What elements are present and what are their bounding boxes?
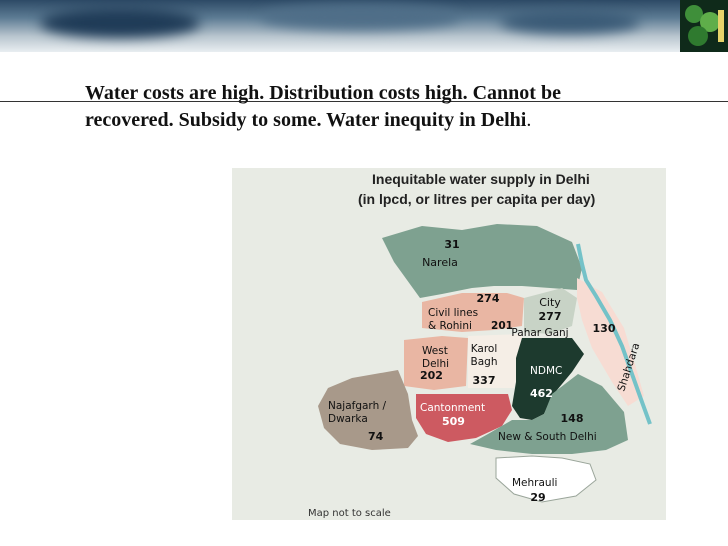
label-west-delhi-line1: West — [422, 345, 448, 357]
label-karol-bagh-line2: Bagh — [471, 356, 498, 368]
value-city: 277 — [539, 310, 562, 323]
label-city: City — [539, 296, 561, 309]
region-ndmc — [512, 338, 584, 420]
region-najafgarh-dwarka — [318, 370, 418, 450]
leaf-logo-icon — [685, 5, 724, 46]
label-civil-lines-line2: & Rohini — [428, 320, 472, 332]
delhi-water-supply-map: Inequitable water supply in Delhi (in lp… — [232, 168, 666, 520]
map-svg: Inequitable water supply in Delhi (in lp… — [232, 168, 666, 520]
label-ndmc: NDMC — [530, 365, 562, 377]
banner-texture — [500, 10, 640, 34]
region-city — [524, 288, 577, 334]
label-najafgarh-line1: Najafgarh / — [328, 400, 387, 412]
value-new-south-delhi: 148 — [561, 412, 584, 425]
label-cantonment: Cantonment — [420, 402, 485, 414]
region-cantonment — [416, 394, 512, 442]
header-banner — [0, 0, 728, 52]
value-cantonment: 509 — [442, 415, 465, 428]
value-karol-bagh: 337 — [473, 374, 496, 387]
banner-texture — [260, 4, 460, 30]
label-najafgarh-line2: Dwarka — [328, 413, 368, 425]
map-heading-line1: Inequitable water supply in Delhi — [372, 171, 590, 187]
region-mehrauli — [495, 455, 597, 503]
region-karol-bagh — [468, 334, 522, 388]
map-heading-line2: (in lpcd, or litres per capita per day) — [358, 191, 595, 207]
region-civil-lines-rohini — [422, 293, 524, 332]
region-shahdara — [577, 278, 644, 406]
value-west-delhi: 202 — [420, 369, 443, 382]
region-new-south-delhi — [470, 374, 628, 454]
value-mehrauli: 29 — [530, 491, 545, 504]
banner-texture — [40, 8, 200, 38]
label-civil-lines-line1: Civil lines — [428, 307, 478, 319]
label-pahar-ganj: Pahar Ganj — [511, 327, 568, 339]
value-najafgarh-dwarka: 74 — [368, 430, 384, 443]
label-narela: Narela — [422, 256, 458, 269]
corner-logo — [680, 0, 728, 52]
yamuna-river — [576, 243, 652, 425]
region-west-delhi — [404, 336, 468, 390]
map-footnote: Map not to scale — [308, 508, 391, 519]
label-mehrauli: Mehrauli — [512, 477, 557, 489]
title-divider — [0, 101, 728, 102]
value-narela: 31 — [444, 238, 459, 251]
label-karol-bagh-line1: Karol — [471, 343, 498, 355]
slide-title: Water costs are high. Distribution costs… — [85, 82, 561, 131]
value-shahdara: 130 — [593, 322, 616, 335]
value-ndmc: 462 — [530, 387, 553, 400]
label-west-delhi-line2: Delhi — [422, 358, 449, 370]
value-pahar-ganj: 201 — [491, 320, 513, 332]
value-civil-lines: 274 — [477, 292, 500, 305]
region-narela — [382, 224, 582, 298]
label-new-south-delhi: New & South Delhi — [498, 431, 597, 443]
